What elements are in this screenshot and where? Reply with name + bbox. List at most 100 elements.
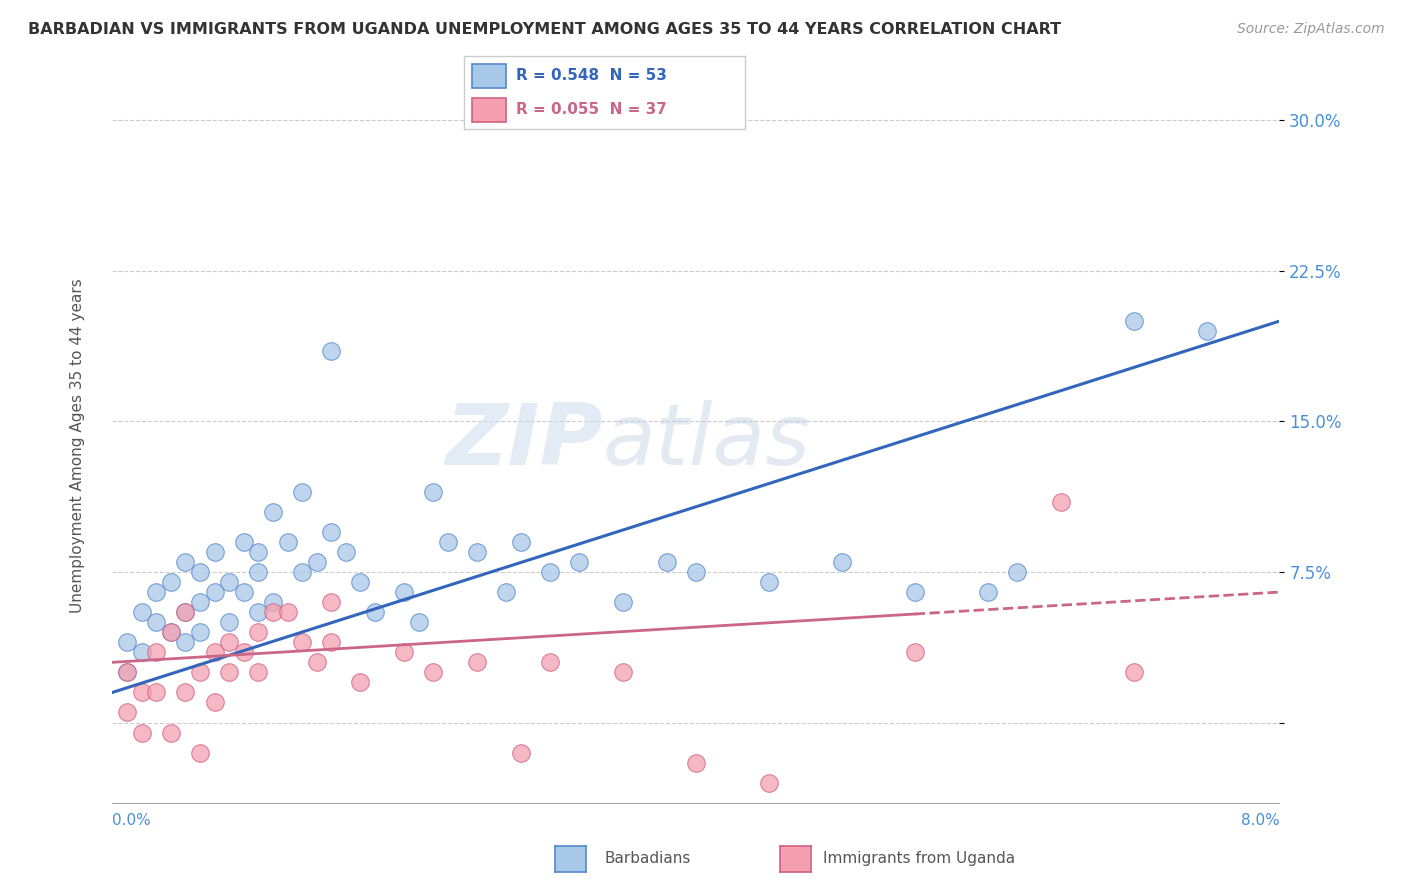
Point	[1122, 665, 1144, 680]
Point	[262, 505, 284, 519]
Point	[247, 545, 270, 559]
Point	[131, 645, 153, 659]
Text: BARBADIAN VS IMMIGRANTS FROM UGANDA UNEMPLOYMENT AMONG AGES 35 TO 44 YEARS CORRE: BARBADIAN VS IMMIGRANTS FROM UGANDA UNEM…	[28, 22, 1062, 37]
Point	[188, 595, 211, 609]
Point	[509, 746, 531, 760]
Point	[305, 655, 328, 669]
Point	[232, 645, 254, 659]
Point	[145, 685, 167, 699]
Point	[394, 645, 416, 659]
Point	[188, 746, 211, 760]
Text: 8.0%: 8.0%	[1240, 813, 1279, 828]
Point	[218, 575, 240, 590]
Point	[160, 575, 183, 590]
Point	[364, 605, 387, 619]
Text: atlas: atlas	[603, 400, 811, 483]
Point	[247, 605, 270, 619]
Point	[321, 635, 343, 649]
Point	[131, 725, 153, 739]
Point	[321, 344, 343, 359]
Text: Immigrants from Uganda: Immigrants from Uganda	[823, 851, 1015, 865]
Point	[188, 625, 211, 640]
Point	[305, 555, 328, 569]
Point	[291, 565, 314, 579]
Point	[204, 585, 226, 599]
Point	[291, 635, 314, 649]
Point	[321, 524, 343, 539]
Text: R = 0.548  N = 53: R = 0.548 N = 53	[516, 69, 666, 84]
Point	[145, 585, 167, 599]
Point	[612, 665, 634, 680]
Text: 0.0%: 0.0%	[112, 813, 152, 828]
Point	[204, 545, 226, 559]
Text: Source: ZipAtlas.com: Source: ZipAtlas.com	[1237, 22, 1385, 37]
Text: ZIP: ZIP	[444, 400, 603, 483]
Point	[218, 615, 240, 630]
Point	[394, 585, 416, 599]
Point	[321, 595, 343, 609]
Point	[218, 665, 240, 680]
Point	[276, 605, 298, 619]
Point	[538, 565, 561, 579]
Point	[247, 625, 270, 640]
Point	[291, 484, 314, 499]
Point	[437, 535, 460, 549]
Point	[262, 605, 284, 619]
Point	[568, 555, 591, 569]
Point	[145, 645, 167, 659]
Point	[204, 645, 226, 659]
Point	[349, 575, 371, 590]
Point	[131, 685, 153, 699]
Point	[408, 615, 430, 630]
Point	[422, 665, 444, 680]
Point	[612, 595, 634, 609]
Text: Barbadians: Barbadians	[605, 851, 690, 865]
FancyBboxPatch shape	[472, 98, 506, 122]
Point	[976, 585, 998, 599]
Point	[758, 776, 780, 790]
Point	[232, 535, 254, 549]
Point	[115, 706, 138, 720]
Point	[349, 675, 371, 690]
Point	[831, 555, 853, 569]
Point	[262, 595, 284, 609]
Point	[188, 665, 211, 680]
Point	[904, 645, 927, 659]
Point	[335, 545, 357, 559]
Point	[904, 585, 927, 599]
Point	[1195, 324, 1218, 338]
Point	[131, 605, 153, 619]
Point	[174, 555, 197, 569]
Point	[509, 535, 531, 549]
Point	[160, 725, 183, 739]
Point	[465, 655, 488, 669]
Point	[115, 635, 138, 649]
Point	[160, 625, 183, 640]
Point	[1049, 494, 1071, 508]
Point	[174, 635, 197, 649]
Point	[247, 565, 270, 579]
Point	[174, 605, 197, 619]
Point	[160, 625, 183, 640]
Point	[174, 685, 197, 699]
Point	[1122, 314, 1144, 328]
Point	[1005, 565, 1028, 579]
Point	[495, 585, 517, 599]
Point	[685, 756, 707, 770]
Point	[758, 575, 780, 590]
Text: Unemployment Among Ages 35 to 44 years: Unemployment Among Ages 35 to 44 years	[70, 278, 84, 614]
FancyBboxPatch shape	[472, 63, 506, 87]
Point	[115, 665, 138, 680]
Point	[188, 565, 211, 579]
Point	[655, 555, 678, 569]
Text: R = 0.055  N = 37: R = 0.055 N = 37	[516, 102, 666, 117]
Point	[115, 665, 138, 680]
Point	[247, 665, 270, 680]
Point	[685, 565, 707, 579]
Point	[218, 635, 240, 649]
Point	[174, 605, 197, 619]
Point	[145, 615, 167, 630]
Point	[465, 545, 488, 559]
Point	[538, 655, 561, 669]
Point	[422, 484, 444, 499]
